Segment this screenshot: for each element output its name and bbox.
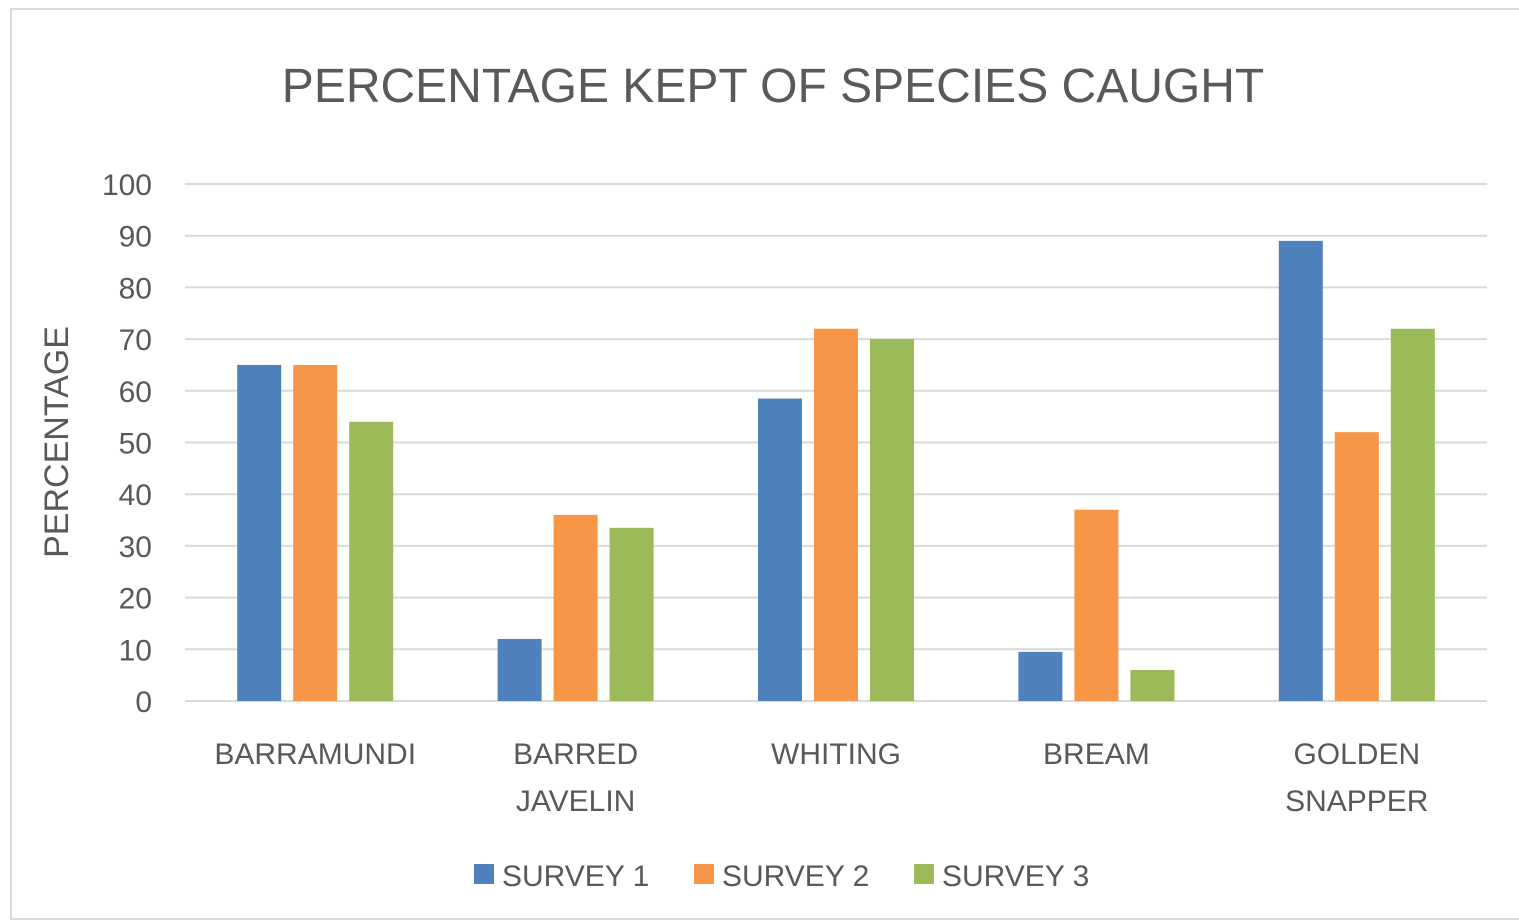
legend-item-1[interactable]: SURVEY 1 [474,860,649,893]
bar-2-5 [1335,432,1379,701]
y-tick-label: 0 [135,686,152,719]
legend-item-2[interactable]: SURVEY 2 [694,860,869,893]
legend-swatch [474,864,494,884]
chart-title: PERCENTAGE KEPT OF SPECIES CAUGHT [282,60,1264,113]
x-tick-label: BARRED [513,738,638,771]
y-axis-label: PERCENTAGE [38,326,76,558]
bar-3-2 [610,528,654,701]
bar-1-5 [1279,241,1323,701]
y-axis-ticks: 0 10 20 30 40 50 60 70 80 90 100 [102,169,152,719]
y-tick-label: 60 [119,376,152,409]
x-tick-label: BARRAMUNDI [214,738,416,771]
bar-2-3 [814,329,858,701]
y-tick-label: 40 [119,479,152,512]
x-tick-label: JAVELIN [516,785,636,818]
bar-1-4 [1018,652,1062,701]
x-tick-label: SNAPPER [1285,785,1428,818]
bar-2-4 [1074,510,1118,701]
bar-1-1 [237,365,281,701]
y-tick-label: 20 [119,583,152,616]
y-tick-label: 100 [102,169,152,202]
bar-2-2 [554,515,598,701]
x-tick-label: BREAM [1043,738,1150,771]
legend-label: SURVEY 3 [942,860,1089,893]
bar-3-5 [1391,329,1435,701]
bar-3-1 [349,422,393,701]
bar-3-4 [1130,670,1174,701]
legend[interactable]: SURVEY 1 SURVEY 2 SURVEY 3 [474,860,1089,893]
x-tick-label: WHITING [771,738,901,771]
y-tick-label: 80 [119,272,152,305]
bar-1-3 [758,399,802,701]
y-tick-label: 70 [119,324,152,357]
x-tick-label: GOLDEN [1293,738,1420,771]
x-axis-ticks: BARRAMUNDI BARRED JAVELIN WHITING BREAM GOLDE… [214,738,1428,818]
y-tick-label: 50 [119,428,152,461]
legend-label: SURVEY 1 [502,860,649,893]
legend-swatch [694,864,714,884]
bar-1-2 [498,639,542,701]
legend-label: SURVEY 2 [722,860,869,893]
y-tick-label: 10 [119,634,152,667]
y-tick-label: 30 [119,531,152,564]
bar-2-1 [293,365,337,701]
legend-item-3[interactable]: SURVEY 3 [914,860,1089,893]
y-tick-label: 90 [119,221,152,254]
bars [237,241,1435,701]
bar-3-3 [870,339,914,701]
legend-swatch [914,864,934,884]
